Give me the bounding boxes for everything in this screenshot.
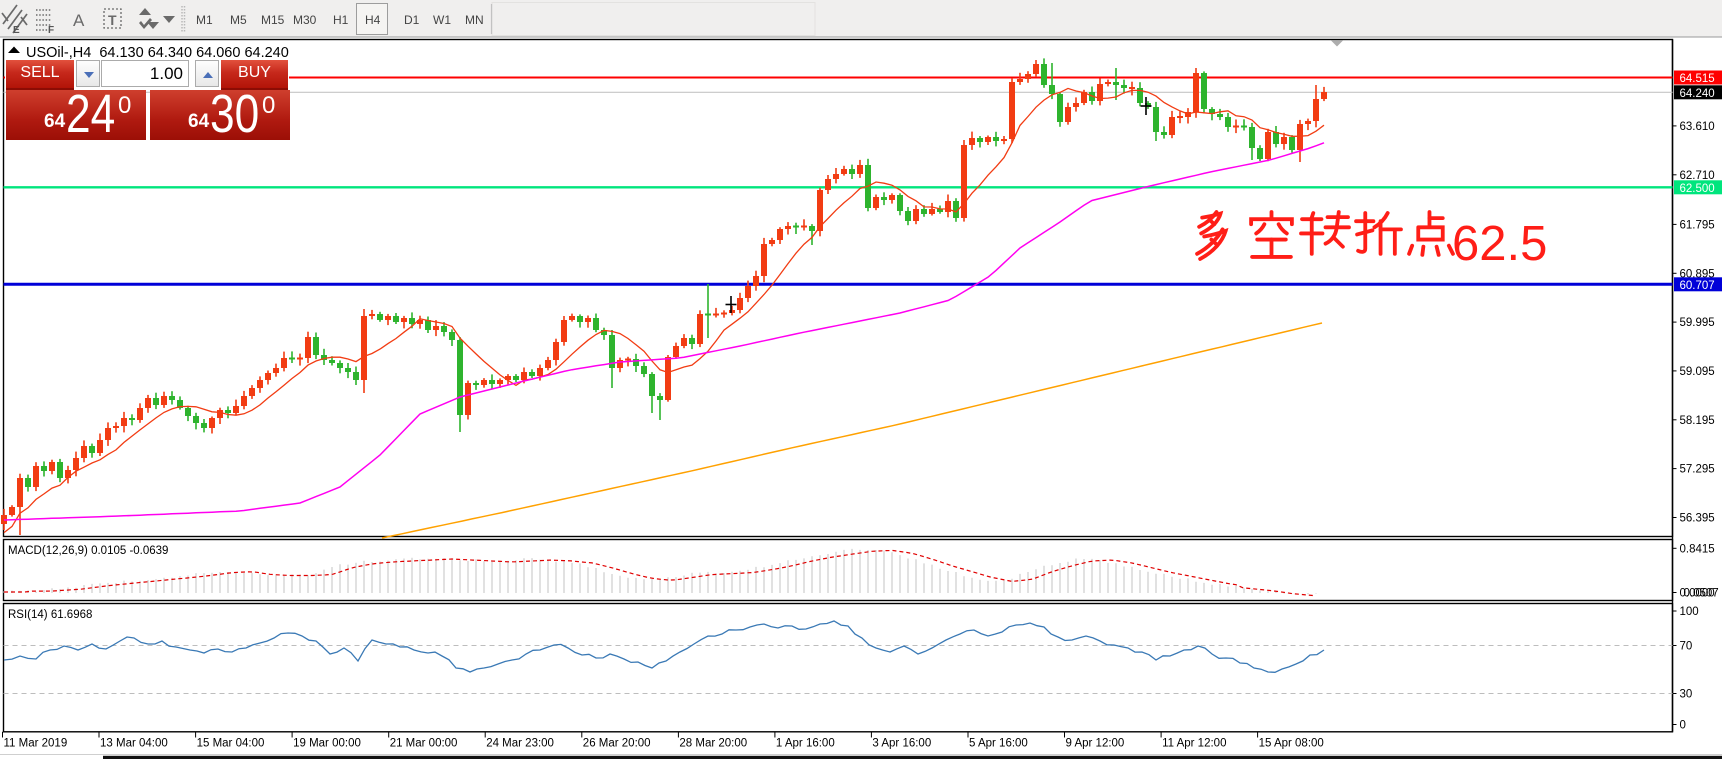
svg-text:57.295: 57.295 xyxy=(1680,464,1715,476)
svg-text:E: E xyxy=(13,25,20,36)
svg-text:T: T xyxy=(108,12,117,28)
svg-text:59.995: 59.995 xyxy=(1680,317,1715,329)
svg-text:F: F xyxy=(48,25,54,36)
svg-text:H1: H1 xyxy=(333,13,349,27)
svg-text:H4: H4 xyxy=(365,13,381,27)
svg-text:RSI(14) 61.6968: RSI(14) 61.6968 xyxy=(8,609,92,621)
svg-text:21 Mar 00:00: 21 Mar 00:00 xyxy=(390,738,458,750)
svg-text:70: 70 xyxy=(1680,641,1693,653)
svg-text:MN: MN xyxy=(465,13,484,27)
svg-text:56.395: 56.395 xyxy=(1680,513,1715,525)
svg-text:64.240: 64.240 xyxy=(1680,88,1715,100)
svg-text:M15: M15 xyxy=(261,13,285,27)
svg-text:0.0507: 0.0507 xyxy=(1684,588,1719,600)
svg-text:30: 30 xyxy=(1680,689,1693,701)
svg-text:58.195: 58.195 xyxy=(1680,415,1715,427)
svg-text:15 Mar 04:00: 15 Mar 04:00 xyxy=(197,738,265,750)
svg-text:0.8415: 0.8415 xyxy=(1680,543,1715,555)
svg-text:62.5: 62.5 xyxy=(1452,217,1547,271)
svg-text:64.515: 64.515 xyxy=(1680,73,1715,85)
svg-text:3 Apr 16:00: 3 Apr 16:00 xyxy=(872,738,931,750)
svg-text:28 Mar 20:00: 28 Mar 20:00 xyxy=(679,738,747,750)
svg-text:63.610: 63.610 xyxy=(1680,121,1715,133)
svg-text:MACD(12,26,9) 0.0105 -0.0639: MACD(12,26,9) 0.0105 -0.0639 xyxy=(8,545,168,557)
svg-text:59.095: 59.095 xyxy=(1680,366,1715,378)
svg-text:13 Mar 04:00: 13 Mar 04:00 xyxy=(100,738,168,750)
svg-text:9 Apr 12:00: 9 Apr 12:00 xyxy=(1066,738,1125,750)
svg-text:0.0000: 0.0000 xyxy=(1680,588,1715,600)
svg-text:24 Mar 23:00: 24 Mar 23:00 xyxy=(486,738,554,750)
svg-text:11 Apr 12:00: 11 Apr 12:00 xyxy=(1162,738,1226,750)
svg-text:62.500: 62.500 xyxy=(1680,183,1715,195)
svg-text:M30: M30 xyxy=(293,13,317,27)
svg-text:M1: M1 xyxy=(196,13,213,27)
svg-text:15 Apr 08:00: 15 Apr 08:00 xyxy=(1259,738,1324,750)
svg-text:1 Apr 16:00: 1 Apr 16:00 xyxy=(776,738,835,750)
svg-text:A: A xyxy=(73,11,85,30)
svg-text:100: 100 xyxy=(1680,606,1699,618)
svg-text:62.710: 62.710 xyxy=(1680,170,1715,182)
svg-text:26 Mar 20:00: 26 Mar 20:00 xyxy=(583,738,651,750)
svg-text:USOil-,H4 64.130 64.340 64.06: USOil-,H4 64.130 64.340 64.060 64.240 xyxy=(26,45,289,61)
svg-text:M5: M5 xyxy=(230,13,247,27)
svg-text:W1: W1 xyxy=(433,13,451,27)
svg-text:60.707: 60.707 xyxy=(1680,280,1715,292)
svg-text:D1: D1 xyxy=(404,13,420,27)
svg-text:5 Apr 16:00: 5 Apr 16:00 xyxy=(969,738,1028,750)
svg-text:19 Mar 00:00: 19 Mar 00:00 xyxy=(293,738,361,750)
svg-text:0: 0 xyxy=(1680,720,1686,732)
svg-text:11 Mar 2019: 11 Mar 2019 xyxy=(4,738,68,750)
svg-text:61.795: 61.795 xyxy=(1680,219,1715,231)
